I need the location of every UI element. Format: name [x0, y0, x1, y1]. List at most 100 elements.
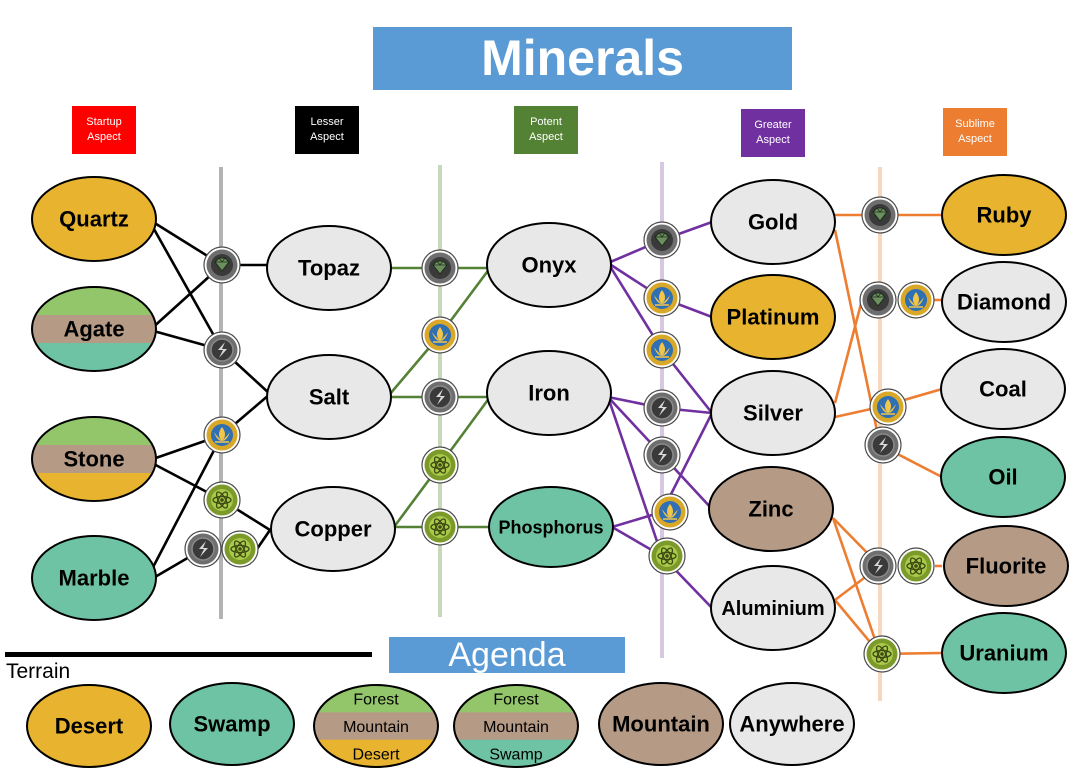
legend-forest-mountain-swamp-band-label: Forest	[493, 692, 539, 709]
mineral-zinc-label: Zinc	[748, 497, 793, 522]
mineral-platinum-label: Platinum	[727, 305, 820, 330]
tier-potent-line2: Aspect	[529, 131, 563, 143]
mineral-silver-label: Silver	[743, 401, 803, 426]
legend-mountain: Mountain	[598, 682, 724, 766]
mineral-marble-label: Marble	[59, 566, 130, 591]
tier-lesser-line1: Lesser	[310, 116, 344, 128]
atom-icon	[897, 547, 935, 585]
mineral-uranium-label: Uranium	[959, 641, 1048, 666]
legend-desert-label: Desert	[55, 714, 124, 739]
lightning-icon	[643, 389, 681, 427]
tier-lesser-line2: Aspect	[310, 131, 344, 143]
terrain-label: Terrain	[6, 660, 71, 683]
gem-icon	[859, 281, 897, 319]
lotus-icon	[651, 493, 689, 531]
tier-startup-line1: Startup	[86, 116, 122, 128]
connection-line	[255, 529, 272, 550]
mineral-salt-label: Salt	[309, 385, 350, 410]
mineral-ruby: Ruby	[941, 174, 1067, 256]
legend-forest-mountain-swamp: Forest Mountain Swamp	[453, 684, 579, 768]
mineral-fluorite-label: Fluorite	[966, 554, 1047, 579]
lightning-icon	[859, 547, 897, 585]
legend-forest-mountain-desert-band-label: Mountain	[343, 719, 409, 736]
tier-lesser: Lesser Aspect	[295, 106, 359, 154]
legend-anywhere-label: Anywhere	[739, 712, 844, 737]
mineral-uranium: Uranium	[941, 612, 1067, 694]
atom-icon	[863, 635, 901, 673]
mineral-quartz-label: Quartz	[59, 207, 129, 232]
gem-icon	[643, 221, 681, 259]
lightning-icon	[421, 378, 459, 416]
lightning-icon	[643, 436, 681, 474]
mineral-zinc: Zinc	[708, 466, 834, 552]
mineral-phosphorus: Phosphorus	[488, 486, 614, 568]
tier-potent: Potent Aspect	[514, 106, 578, 154]
atom-icon	[648, 537, 686, 575]
tier-greater-line1: Greater	[754, 119, 792, 131]
mineral-topaz: Topaz	[266, 225, 392, 311]
lotus-icon	[643, 331, 681, 369]
mineral-topaz-label: Topaz	[298, 256, 360, 281]
mineral-aluminium-label: Aluminium	[721, 598, 824, 620]
legend-swamp-label: Swamp	[193, 712, 270, 737]
agenda-banner: Agenda	[389, 637, 625, 673]
connection-line	[148, 434, 224, 574]
connection-line	[833, 299, 864, 404]
lightning-icon	[203, 331, 241, 369]
terrain-divider	[5, 652, 372, 657]
atom-icon	[421, 508, 459, 546]
lotus-icon	[643, 279, 681, 317]
legend-forest-mountain-desert-band-label: Desert	[352, 746, 400, 763]
mineral-quartz: Quartz	[31, 176, 157, 262]
mineral-coal-label: Coal	[979, 377, 1027, 402]
mineral-gold: Gold	[710, 179, 836, 265]
tier-greater-line2: Aspect	[756, 134, 790, 146]
atom-icon	[421, 446, 459, 484]
gem-icon	[421, 249, 459, 287]
mineral-platinum: Platinum	[710, 274, 836, 360]
lotus-icon	[421, 316, 459, 354]
tier-sublime-line1: Sublime	[955, 118, 995, 130]
mineral-phosphorus-label: Phosphorus	[498, 517, 603, 537]
lightning-icon	[864, 426, 902, 464]
gem-icon	[203, 246, 241, 284]
mineral-oil: Oil	[940, 436, 1066, 518]
mineral-diamond-label: Diamond	[957, 290, 1051, 315]
mineral-iron: Iron	[486, 350, 612, 436]
mineral-onyx: Onyx	[486, 222, 612, 308]
legend-mountain-label: Mountain	[612, 712, 710, 737]
legend-swamp: Swamp	[169, 682, 295, 766]
mineral-iron-label: Iron	[528, 381, 570, 406]
lotus-icon	[203, 416, 241, 454]
mineral-salt: Salt	[266, 354, 392, 440]
mineral-coal: Coal	[940, 348, 1066, 430]
tier-sublime: Sublime Aspect	[943, 108, 1007, 156]
connection-line	[831, 517, 882, 655]
legend-forest-mountain-desert: Forest Mountain Desert	[313, 684, 439, 768]
mineral-agate-label: Agate	[63, 317, 124, 342]
connection-line	[606, 396, 664, 557]
atom-icon	[203, 481, 241, 519]
mineral-marble: Marble	[31, 535, 157, 621]
mineral-copper: Copper	[270, 486, 396, 572]
mineral-onyx-label: Onyx	[521, 253, 577, 278]
legend-forest-mountain-desert-band-label: Forest	[353, 692, 399, 709]
mineral-stone: Stone	[31, 416, 157, 502]
mineral-gold-label: Gold	[748, 210, 798, 235]
mineral-oil-label: Oil	[988, 465, 1017, 490]
legend-forest-mountain-swamp-band-label: Mountain	[483, 719, 549, 736]
mineral-copper-label: Copper	[295, 517, 372, 542]
mineral-ruby-label: Ruby	[977, 203, 1033, 228]
mineral-agate: Agate	[31, 286, 157, 372]
mineral-aluminium: Aluminium	[710, 565, 836, 651]
mineral-fluorite: Fluorite	[943, 525, 1069, 607]
tier-sublime-line2: Aspect	[958, 133, 992, 145]
legend-anywhere: Anywhere	[729, 682, 855, 766]
tier-greater: Greater Aspect	[741, 109, 805, 157]
tier-potent-line1: Potent	[530, 116, 562, 128]
page-title: Minerals	[373, 27, 792, 90]
mineral-diamond: Diamond	[941, 261, 1067, 343]
tier-startup-line2: Aspect	[87, 131, 121, 143]
